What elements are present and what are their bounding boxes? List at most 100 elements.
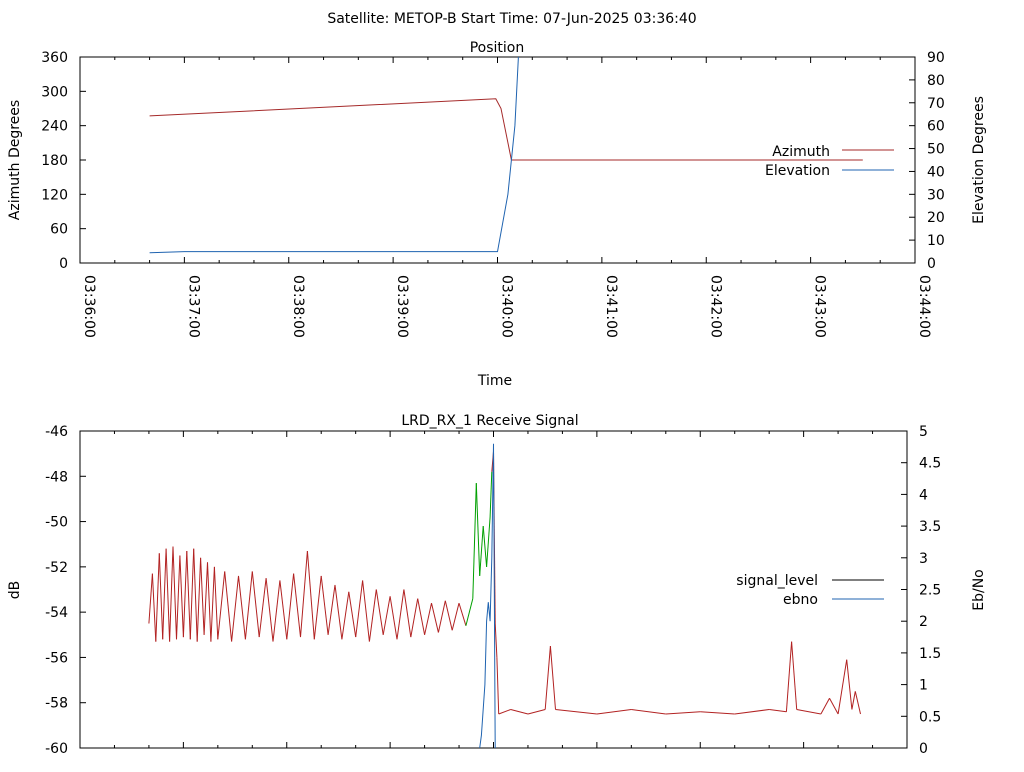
signal-series (148, 443, 861, 748)
signal-level-segment (396, 589, 405, 640)
right-tick-label: 50 (927, 142, 945, 158)
right-tick-label: 40 (927, 164, 945, 180)
signal-level-segment (169, 546, 174, 642)
signal-level-segment (272, 580, 281, 642)
right-tick-label: 4.5 (919, 456, 941, 472)
signal-level-segment (734, 709, 770, 715)
signal-level-segment (258, 578, 267, 638)
signal-level-segment (410, 598, 419, 638)
signal-level-segment (176, 555, 181, 640)
legend-ebno-label: ebno (783, 592, 818, 608)
right-tick-label: 30 (927, 187, 945, 203)
signal-level-segment (791, 641, 798, 710)
signal-level-segment (555, 709, 597, 715)
signal-level-segment (158, 553, 164, 640)
signal-level-segment (851, 691, 856, 710)
signal-level-segment (213, 566, 219, 640)
right-tick-label: 10 (927, 233, 945, 249)
signal-chart: LRD_RX_1 Receive Signal -60-58-56-54-52-… (7, 413, 987, 757)
position-chart: Position 0 60 120 180 240 300 360 0 10 20 30 40 50 6… (7, 40, 987, 389)
signal-level-segment (769, 709, 787, 713)
left-tick-label: -50 (45, 515, 68, 531)
position-y2-label: Elevation Degrees (971, 96, 987, 224)
left-tick-label: -48 (45, 469, 68, 485)
right-tick-label: 0.5 (919, 709, 941, 725)
left-tick-label: -60 (45, 741, 68, 757)
signal-level-segment (189, 548, 195, 640)
left-tick-label: 360 (41, 50, 68, 66)
left-tick-label: -52 (45, 560, 68, 576)
right-tick-label: 80 (927, 73, 945, 89)
right-tick-label: 0 (927, 256, 936, 272)
signal-level-segment (207, 562, 212, 642)
signal-level-segment (544, 646, 551, 710)
signal-level-segment (320, 575, 329, 635)
legend-elevation-label: Elevation (765, 163, 830, 179)
signal-level-segment (210, 566, 215, 642)
position-chart-title: Position (470, 40, 525, 56)
elevation-line (149, 57, 519, 254)
signal-level-segment (348, 591, 357, 638)
x-tick-label: 03:43:00 (812, 275, 828, 338)
signal-level-segment (665, 711, 701, 715)
position-x-axis: 03:36:00 03:37:00 03:38:00 03:39:00 03:40:00… (79, 57, 932, 338)
signal-level-segment (224, 571, 233, 642)
signal-level-segment (465, 598, 474, 626)
signal-level-segment (382, 596, 391, 635)
signal-level-segment (182, 550, 188, 638)
x-tick-label: 03:44:00 (916, 275, 932, 338)
position-series (149, 57, 863, 254)
signal-level-segment (820, 697, 830, 715)
signal-level-segment (265, 578, 274, 642)
right-tick-label: 3 (919, 551, 928, 567)
left-tick-label: -56 (45, 650, 68, 666)
left-tick-label: 60 (50, 222, 68, 238)
signal-level-segment (375, 589, 384, 635)
position-x-label: Time (477, 373, 512, 389)
signal-level-segment (286, 573, 295, 640)
signal-level-segment (327, 584, 336, 635)
left-tick-label: 0 (59, 256, 68, 272)
signal-level-segment (341, 591, 350, 640)
signal-level-segment (700, 711, 735, 715)
left-tick-label: -58 (45, 696, 68, 712)
signal-level-segment (510, 709, 529, 715)
right-tick-label: 2 (919, 614, 928, 630)
signal-level-segment (334, 584, 343, 640)
right-tick-label: 0 (919, 741, 928, 757)
signal-level-segment (172, 546, 177, 640)
signal-level-segment (854, 691, 861, 715)
signal-level-segment (496, 657, 500, 715)
legend-signal-level-label: signal_level (736, 573, 818, 589)
signal-level-segment (486, 516, 491, 567)
page-title: Satellite: METOP-B Start Time: 07-Jun-20… (327, 11, 696, 27)
signal-x-axis (79, 431, 908, 748)
right-tick-label: 1 (919, 678, 928, 694)
signal-level-segment (231, 575, 239, 642)
position-legend: Azimuth Elevation (765, 144, 894, 179)
signal-level-segment (389, 596, 398, 640)
signal-level-segment (162, 548, 167, 640)
signal-level-segment (837, 659, 848, 715)
signal-y2-label: Eb/No (971, 569, 987, 611)
signal-level-segment (437, 600, 446, 633)
signal-level-segment (368, 589, 377, 642)
signal-level-segment (362, 580, 370, 642)
signal-level-segment (306, 550, 315, 640)
signal-level-segment (472, 483, 477, 599)
signal-level-segment (355, 580, 364, 638)
ebno-line (479, 443, 496, 748)
signal-level-segment (179, 555, 184, 638)
signal-level-segment (475, 483, 481, 576)
right-tick-label: 60 (927, 119, 945, 135)
signal-level-segment (494, 623, 498, 658)
x-tick-label: 03:41:00 (603, 275, 619, 338)
signal-level-segment (444, 600, 453, 631)
signal-y-label: dB (7, 581, 23, 600)
right-tick-label: 5 (919, 424, 928, 440)
signal-level-segment (155, 553, 160, 642)
signal-level-segment (424, 602, 432, 635)
legend-azimuth-label: Azimuth (772, 144, 830, 160)
right-tick-label: 70 (927, 96, 945, 112)
signal-right-axis: 0 0.5 1 1.5 2 2.5 3 3.5 4 4.5 5 (901, 424, 941, 757)
